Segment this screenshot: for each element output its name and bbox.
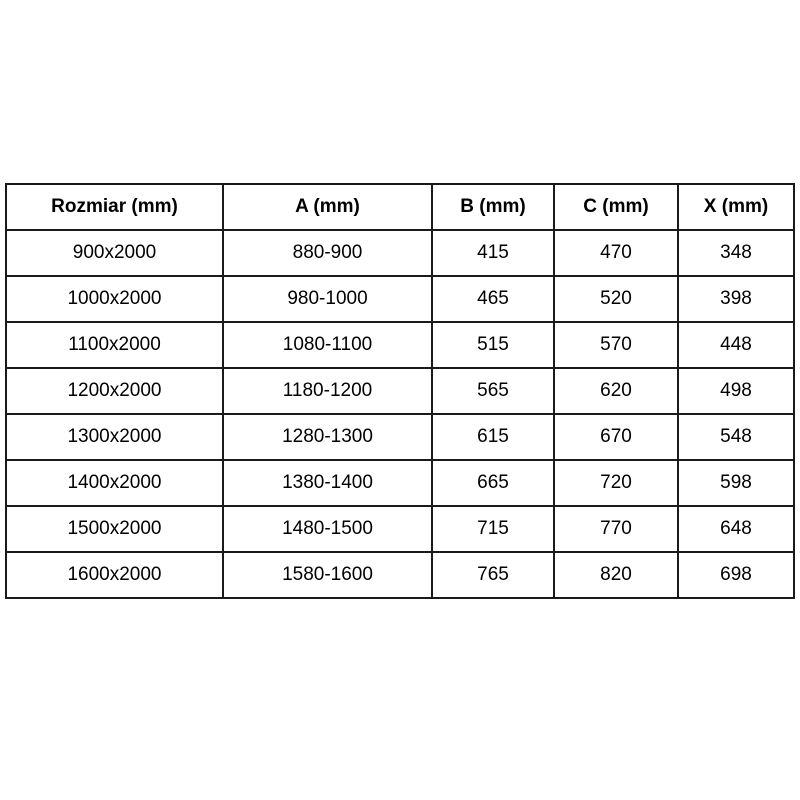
table-row: 1100x2000 1080-1100 515 570 448 xyxy=(5,321,795,369)
table-cell-rozmiar: 1300x2000 xyxy=(5,413,224,461)
column-header-rozmiar: Rozmiar (mm) xyxy=(5,183,224,231)
table-cell-rozmiar: 1200x2000 xyxy=(5,367,224,415)
table-cell-x: 548 xyxy=(677,413,795,461)
size-table: Rozmiar (mm) A (mm) B (mm) C (mm) X (mm)… xyxy=(5,183,795,599)
table-cell-x: 598 xyxy=(677,459,795,507)
table-cell-c: 520 xyxy=(553,275,679,323)
table-row: 1600x2000 1580-1600 765 820 698 xyxy=(5,551,795,599)
table-cell-c: 470 xyxy=(553,229,679,277)
table-cell-b: 465 xyxy=(431,275,555,323)
table-cell-b: 565 xyxy=(431,367,555,415)
table-header-row: Rozmiar (mm) A (mm) B (mm) C (mm) X (mm) xyxy=(5,183,795,231)
table-cell-rozmiar: 1000x2000 xyxy=(5,275,224,323)
column-header-c: C (mm) xyxy=(553,183,679,231)
column-header-a: A (mm) xyxy=(222,183,433,231)
table-cell-b: 515 xyxy=(431,321,555,369)
table-cell-c: 670 xyxy=(553,413,679,461)
table-cell-a: 980-1000 xyxy=(222,275,433,323)
table-cell-b: 765 xyxy=(431,551,555,599)
table-cell-a: 1080-1100 xyxy=(222,321,433,369)
table-cell-a: 880-900 xyxy=(222,229,433,277)
table-cell-c: 620 xyxy=(553,367,679,415)
table-cell-x: 448 xyxy=(677,321,795,369)
table-cell-c: 570 xyxy=(553,321,679,369)
table-row: 1000x2000 980-1000 465 520 398 xyxy=(5,275,795,323)
table-cell-a: 1380-1400 xyxy=(222,459,433,507)
column-header-b: B (mm) xyxy=(431,183,555,231)
table-cell-rozmiar: 1600x2000 xyxy=(5,551,224,599)
table-cell-c: 820 xyxy=(553,551,679,599)
table-cell-b: 665 xyxy=(431,459,555,507)
table-cell-rozmiar: 900x2000 xyxy=(5,229,224,277)
table-cell-x: 498 xyxy=(677,367,795,415)
table-cell-b: 715 xyxy=(431,505,555,553)
table-cell-rozmiar: 1100x2000 xyxy=(5,321,224,369)
table-cell-x: 698 xyxy=(677,551,795,599)
table-cell-x: 348 xyxy=(677,229,795,277)
table-row: 1200x2000 1180-1200 565 620 498 xyxy=(5,367,795,415)
table-cell-c: 720 xyxy=(553,459,679,507)
table-cell-x: 398 xyxy=(677,275,795,323)
table-row: 1400x2000 1380-1400 665 720 598 xyxy=(5,459,795,507)
table-cell-b: 415 xyxy=(431,229,555,277)
table-row: 900x2000 880-900 415 470 348 xyxy=(5,229,795,277)
table-cell-c: 770 xyxy=(553,505,679,553)
table-cell-b: 615 xyxy=(431,413,555,461)
table-cell-rozmiar: 1400x2000 xyxy=(5,459,224,507)
table-cell-a: 1580-1600 xyxy=(222,551,433,599)
table-cell-a: 1180-1200 xyxy=(222,367,433,415)
table-row: 1500x2000 1480-1500 715 770 648 xyxy=(5,505,795,553)
table-cell-a: 1480-1500 xyxy=(222,505,433,553)
table-cell-x: 648 xyxy=(677,505,795,553)
table-row: 1300x2000 1280-1300 615 670 548 xyxy=(5,413,795,461)
table-cell-a: 1280-1300 xyxy=(222,413,433,461)
column-header-x: X (mm) xyxy=(677,183,795,231)
table-cell-rozmiar: 1500x2000 xyxy=(5,505,224,553)
